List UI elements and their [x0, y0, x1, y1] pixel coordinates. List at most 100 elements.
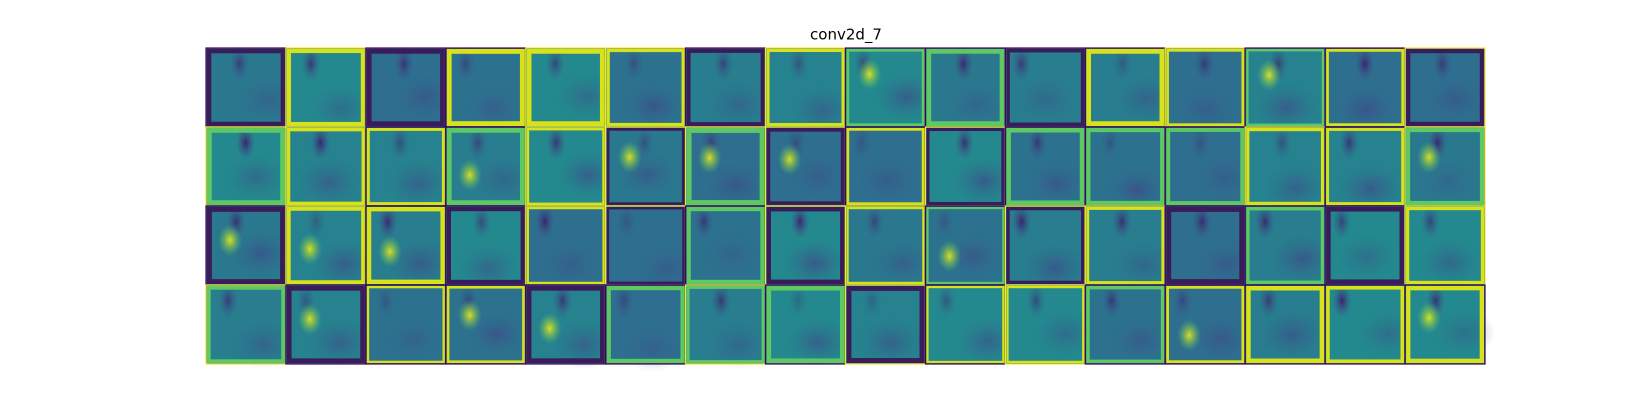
- tile-highlight: [937, 240, 962, 272]
- tile-shade: [951, 157, 1016, 206]
- tile-spot: [1100, 125, 1120, 161]
- tile-spot: [390, 125, 410, 161]
- tile-border: [686, 48, 765, 127]
- tile-spot: [1026, 283, 1046, 319]
- tile-border: [366, 286, 445, 364]
- tile-border: [1166, 286, 1245, 364]
- tile-highlight: [377, 235, 402, 268]
- tile-border: [1086, 49, 1165, 126]
- tile-highlight: [537, 312, 562, 345]
- tile-border: [1166, 206, 1245, 284]
- tile-shade: [456, 244, 521, 292]
- tile-spot: [378, 204, 398, 240]
- tile-shade: [1173, 85, 1238, 134]
- tile-border: [1406, 128, 1485, 206]
- tile-border: [1406, 206, 1484, 285]
- tile-shade: [621, 82, 686, 130]
- tile-spot: [229, 46, 250, 82]
- tile-shade: [785, 152, 850, 201]
- tile-spot: [1190, 125, 1210, 161]
- tile-shade: [1188, 315, 1253, 363]
- tile-spot: [1339, 125, 1359, 161]
- tile-border: [686, 128, 765, 205]
- tile-border: [286, 48, 365, 127]
- tile-shade: [785, 318, 850, 366]
- tile-border: [1006, 128, 1085, 206]
- tile-shade: [703, 161, 768, 209]
- tile-shade: [230, 320, 295, 369]
- tile-spot: [862, 283, 882, 319]
- tile-border: [846, 286, 925, 363]
- tile-shade: [1033, 310, 1098, 358]
- tile-spot: [616, 204, 637, 240]
- tile-border: [206, 127, 285, 205]
- tile-border: [606, 48, 685, 127]
- tile-spot: [1272, 125, 1292, 161]
- tile-border: [926, 286, 1005, 364]
- tile-shade: [1432, 308, 1496, 357]
- tile-border: [366, 207, 445, 284]
- tile-border: [926, 207, 1005, 285]
- tile-border: [1006, 206, 1085, 285]
- tile-shade: [782, 239, 847, 287]
- tile-shade: [1108, 316, 1173, 365]
- tile-spot: [934, 204, 955, 240]
- tile-highlight: [777, 143, 802, 176]
- tile-border: [606, 207, 685, 285]
- tile-shade: [1023, 244, 1087, 292]
- tile-highlight: [297, 233, 322, 265]
- tile-spot: [1192, 204, 1212, 240]
- tile-border: [366, 128, 445, 206]
- tile-spot: [1102, 283, 1122, 319]
- tile-shade: [464, 310, 529, 358]
- tile-border: [766, 127, 845, 205]
- tile-spot: [713, 46, 733, 82]
- tile-border: [1086, 206, 1165, 285]
- tile-shade: [1025, 159, 1090, 208]
- tile-shade: [870, 239, 935, 288]
- tile-border: [206, 206, 285, 284]
- tile-shade: [1192, 153, 1257, 202]
- tile-border: [526, 48, 605, 127]
- tile-border: [1246, 207, 1325, 285]
- tile-border: [1326, 49, 1405, 126]
- tile-shade: [944, 81, 1009, 129]
- tile-shade: [706, 320, 771, 369]
- tile-border: [1086, 286, 1165, 364]
- tile-shade: [556, 151, 621, 199]
- tile-border: [846, 48, 925, 127]
- tile-border: [446, 48, 525, 127]
- tile-spot: [694, 204, 714, 240]
- tile-spot: [301, 46, 321, 82]
- tile-spot: [790, 204, 810, 240]
- tile-spot: [1027, 125, 1047, 161]
- tile-spot: [864, 204, 885, 240]
- tile-border: [1406, 286, 1484, 364]
- tile-border: [286, 207, 365, 285]
- tile-spot: [310, 125, 331, 161]
- tile-border: [1006, 285, 1085, 363]
- tile-spot: [394, 46, 414, 82]
- tile-spot: [954, 125, 975, 161]
- tile-shade: [297, 158, 362, 206]
- tile-border: [446, 206, 525, 285]
- tile-spot: [1258, 283, 1279, 319]
- tile-spot: [851, 125, 872, 161]
- tile-highlight: [617, 141, 642, 173]
- tile-shade: [1418, 238, 1482, 286]
- tile-border: [207, 49, 285, 126]
- tile-shade: [388, 239, 453, 288]
- tile-shade: [551, 321, 616, 369]
- tile-shade: [309, 84, 374, 133]
- tile-border: [526, 206, 605, 284]
- tile-border: [206, 286, 285, 364]
- tile-highlight: [1417, 141, 1442, 174]
- tile-spot: [1332, 283, 1352, 319]
- tile-shade: [706, 81, 771, 129]
- tile-shade: [1111, 241, 1176, 290]
- tile-border: [1246, 127, 1325, 205]
- figure-title: conv2d_7: [810, 26, 882, 45]
- tile-shade: [855, 157, 920, 205]
- tile-spot: [953, 46, 974, 82]
